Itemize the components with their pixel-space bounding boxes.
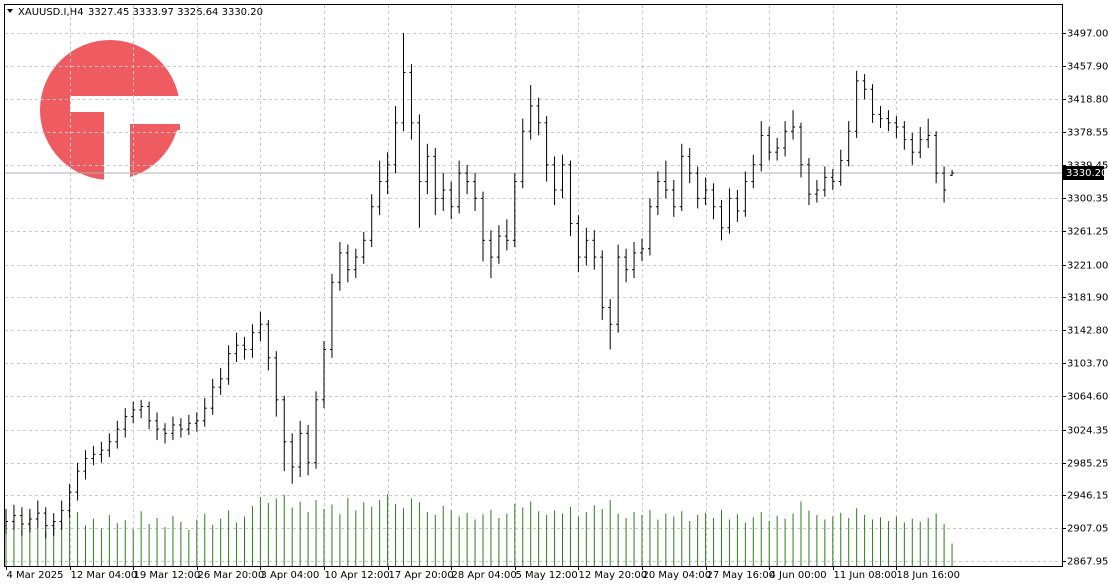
x-tick-label: 10 Apr 12:00 xyxy=(325,570,390,581)
x-tick-label: 27 May 16:00 xyxy=(707,570,776,581)
x-tick-label: 11 Jun 08:00 xyxy=(834,570,898,581)
plot-frame xyxy=(4,4,1063,567)
y-tick-label: 3142.80 xyxy=(1067,326,1108,337)
current-price-box xyxy=(1063,166,1104,181)
x-tick-label: 4 Mar 2025 xyxy=(7,570,64,581)
logo-fill xyxy=(130,124,180,130)
y-tick-label: 2985.25 xyxy=(1067,459,1108,470)
x-tick-label: 20 May 04:00 xyxy=(643,570,712,581)
y-tick-label: 3300.35 xyxy=(1067,194,1108,205)
x-tick-label: 12 May 20:00 xyxy=(579,570,648,581)
quote: 3327.45 3333.97 3326.64 3330.20 xyxy=(88,7,263,18)
y-tick-label: 3418.80 xyxy=(1067,95,1108,106)
y-tick-label: 3181.90 xyxy=(1067,293,1108,304)
x-tick-label: 3 Apr 04:00 xyxy=(261,570,320,581)
y-tick-label: 3261.25 xyxy=(1067,227,1108,238)
x-tick-label: 4 Jun 00:00 xyxy=(770,570,827,581)
menu-arrow[interactable] xyxy=(7,9,13,13)
logo-cut xyxy=(104,112,180,124)
logo xyxy=(40,40,182,186)
y-tick-label: 3103.70 xyxy=(1067,359,1108,370)
symbol: XAUUSD.I,H4 xyxy=(18,7,84,18)
x-tick-label: 12 Mar 04:00 xyxy=(71,570,138,581)
x-tick-label: 19 Mar 12:00 xyxy=(134,570,201,581)
x-tick-label: 17 Apr 20:00 xyxy=(389,570,454,581)
x-tick-label: 18 Jun 16:00 xyxy=(897,570,961,581)
x-tick-label: 5 May 12:00 xyxy=(516,570,578,581)
y-tick-label: 3024.35 xyxy=(1067,426,1108,437)
x-tick-label: 28 Apr 04:00 xyxy=(452,570,517,581)
y-tick-label: 2946.15 xyxy=(1067,491,1108,502)
x-tick-label: 26 Mar 20:00 xyxy=(198,570,265,581)
logo-cut xyxy=(104,96,130,186)
y-tick-label: 3339.45 xyxy=(1067,161,1108,172)
y-tick-label: 3064.60 xyxy=(1067,392,1108,403)
y-tick-label: 2867.95 xyxy=(1067,557,1108,568)
y-tick-label: 3378.55 xyxy=(1067,128,1108,139)
y-tick-label: 3221.00 xyxy=(1067,261,1108,272)
current-price-label: 3330.20 xyxy=(1066,168,1107,179)
y-tick-label: 3457.90 xyxy=(1067,62,1108,73)
y-tick-label: 2907.05 xyxy=(1067,524,1108,535)
y-tick-label: 3497.00 xyxy=(1067,29,1108,40)
